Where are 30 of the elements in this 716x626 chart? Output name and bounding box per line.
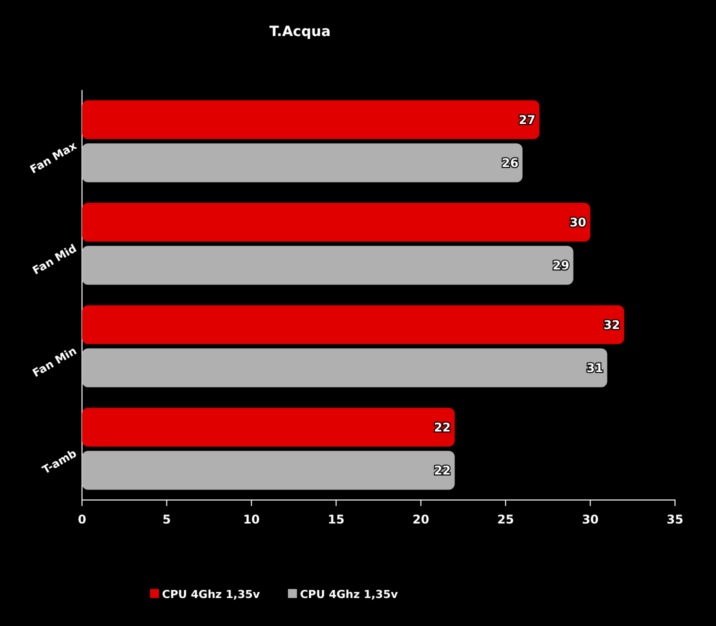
- bar: [82, 450, 455, 490]
- bar: [82, 305, 624, 344]
- legend-label: CPU 4Ghz 1,35v: [300, 588, 399, 601]
- data-label: 22: [434, 464, 451, 478]
- y-tick-label: Fan Max: [28, 139, 79, 176]
- x-tick-label: 25: [497, 512, 514, 526]
- legend-label: CPU 4Ghz 1,35v: [162, 588, 261, 601]
- bar: [82, 143, 523, 182]
- data-label: 27: [518, 112, 536, 127]
- bar: [82, 246, 574, 285]
- x-tick-label: 5: [162, 512, 171, 526]
- data-label: 31: [586, 361, 604, 376]
- bar: [82, 100, 540, 140]
- y-tick-label: Fan Mid: [30, 242, 79, 278]
- data-label: 29: [552, 258, 570, 273]
- x-tick-label: 10: [243, 512, 260, 526]
- data-label: 22: [434, 420, 451, 434]
- bar: [82, 202, 590, 242]
- x-tick-label: 20: [412, 512, 430, 526]
- bar: [82, 408, 455, 447]
- x-tick-label: 15: [328, 512, 344, 526]
- x-tick-label: 35: [666, 512, 684, 526]
- data-label: 32: [603, 318, 620, 332]
- data-label: 26: [502, 156, 519, 170]
- x-tick-label: 0: [78, 512, 86, 526]
- data-label: 30: [570, 215, 586, 230]
- bar: [82, 348, 608, 388]
- y-tick-label: Fan Min: [30, 344, 79, 380]
- x-tick-label: 30: [582, 512, 599, 526]
- chart-title: T.Acqua: [269, 24, 331, 40]
